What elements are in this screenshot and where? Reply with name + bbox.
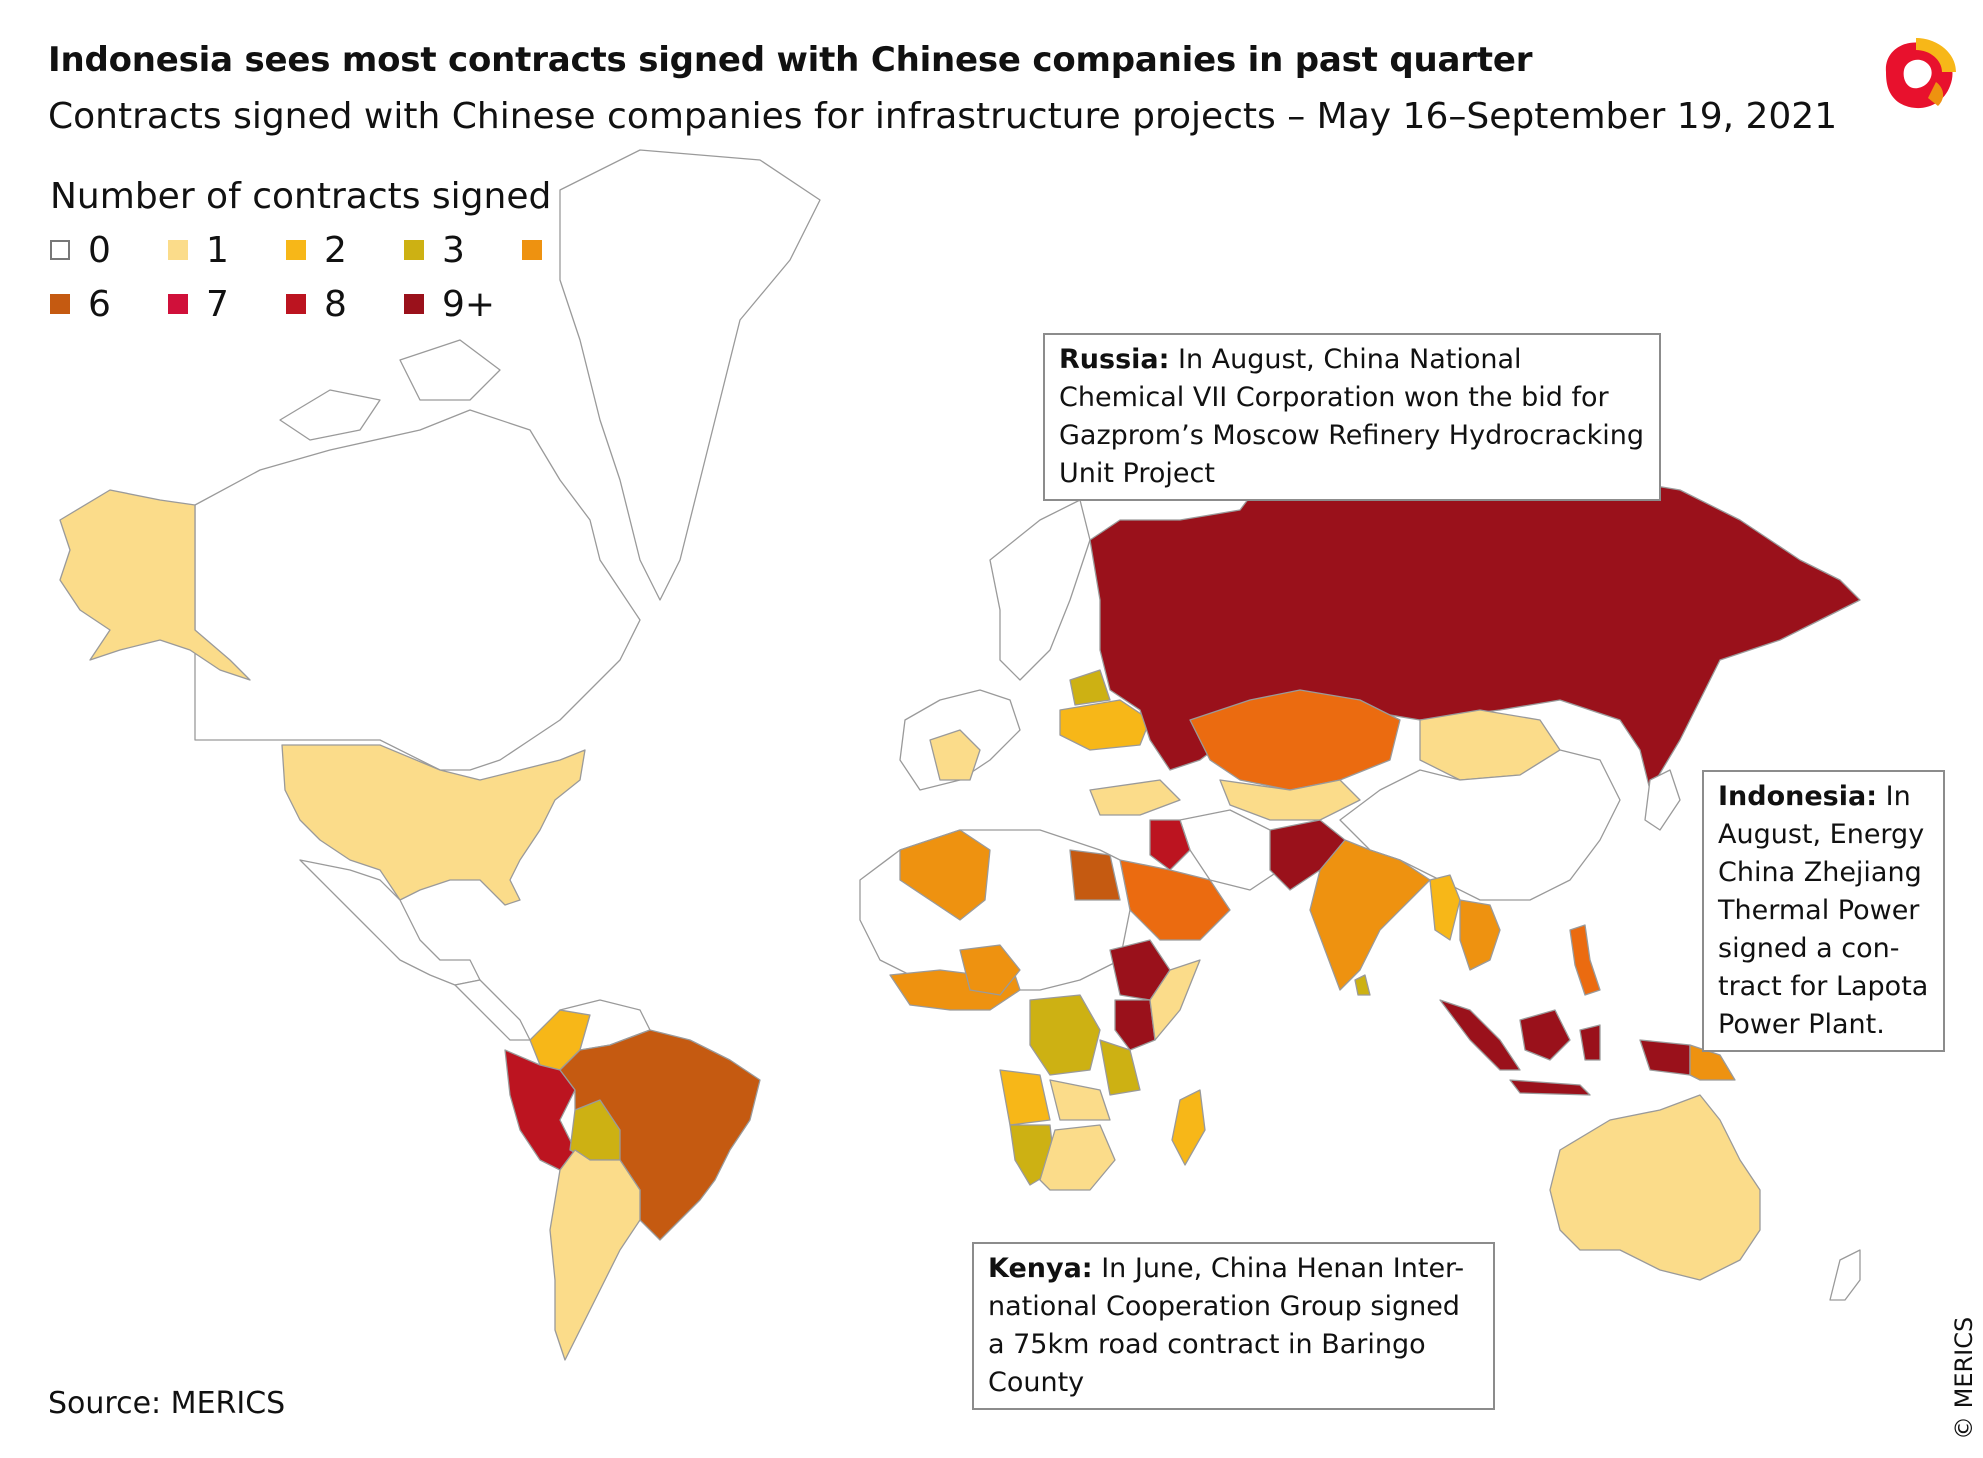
central-asia: [1219, 779, 1361, 821]
iraq: [1149, 819, 1191, 871]
papua-new-guinea: [1689, 1044, 1736, 1081]
callout-kenya-text: In June, China Henan Inter-national Coop…: [988, 1253, 1465, 1398]
legend-swatch: [404, 240, 424, 260]
legend-item: 6: [50, 282, 111, 326]
legend-label: 8: [324, 283, 347, 325]
callout-indonesia-label: Indonesia:: [1718, 781, 1878, 812]
indonesia-sumatra: [1439, 999, 1521, 1071]
new-zealand: [1829, 1249, 1861, 1301]
legend-item: 3: [404, 228, 465, 272]
legend-item: 8: [286, 282, 347, 326]
angola: [999, 1069, 1051, 1126]
legend-item: 7: [168, 282, 229, 326]
legend-swatch: [50, 294, 70, 314]
vietnam: [1459, 899, 1501, 971]
legend-swatch: [50, 240, 70, 260]
madagascar: [1171, 1089, 1206, 1166]
legend-label: 2: [324, 229, 347, 271]
legend-item: 2: [286, 228, 347, 272]
legend-swatch: [286, 294, 306, 314]
china: [1339, 749, 1621, 901]
south-africa: [1039, 1124, 1116, 1191]
somalia: [1149, 959, 1201, 1041]
canada: [194, 409, 641, 771]
nigeria: [959, 944, 1021, 996]
legend-label: 9+: [442, 283, 496, 325]
legend-swatch: [404, 294, 424, 314]
sri-lanka: [1354, 974, 1371, 996]
egypt: [1069, 849, 1121, 901]
callout-russia-label: Russia:: [1059, 344, 1170, 375]
united-states: [281, 744, 586, 906]
legend-label: 1: [206, 229, 229, 271]
alaska: [59, 489, 251, 681]
merics-logo-icon: [1885, 38, 1956, 109]
indonesia-borneo: [1519, 1009, 1571, 1061]
indonesia-sulawesi: [1579, 1024, 1601, 1061]
callout-russia-text: In August, China National Chemical VII C…: [1059, 344, 1644, 489]
arctic-island: [279, 389, 381, 441]
arctic-island: [399, 339, 501, 401]
ukraine: [1059, 699, 1151, 751]
saudi-arabia: [1119, 859, 1231, 941]
zambia: [1049, 1079, 1111, 1121]
legend-item: 1: [168, 228, 229, 272]
chart-title: Indonesia sees most contracts signed wit…: [48, 40, 1533, 80]
algeria: [899, 829, 991, 921]
india: [1309, 839, 1431, 991]
greenland: [559, 149, 821, 601]
philippines: [1569, 924, 1601, 996]
belarus: [1069, 669, 1111, 706]
legend-label: 0: [88, 229, 111, 271]
turkey: [1089, 779, 1181, 816]
legend-title: Number of contracts signed: [50, 176, 552, 217]
legend-swatch: [168, 294, 188, 314]
central-america: [454, 979, 531, 1041]
callout-russia: Russia: In August, China National Chemic…: [1043, 333, 1661, 501]
copyright: © MERICS: [1950, 1316, 1978, 1440]
japan: [1644, 769, 1681, 831]
legend-swatch: [168, 240, 188, 260]
indonesia-java: [1509, 1079, 1591, 1096]
callout-kenya-label: Kenya:: [988, 1253, 1093, 1284]
legend-item: 0: [50, 228, 111, 272]
kenya: [1114, 999, 1156, 1051]
scandinavia: [989, 499, 1091, 681]
iran: [1179, 809, 1281, 891]
legend-swatch: [522, 240, 542, 260]
legend-label: 7: [206, 283, 229, 325]
legend-swatch: [286, 240, 306, 260]
france: [929, 729, 981, 781]
callout-indonesia-text: In August, Energy China Zhejiang Thermal…: [1718, 781, 1929, 1040]
callout-indonesia: Indonesia: In August, Energy China Zheji…: [1702, 770, 1945, 1052]
dr-congo: [1029, 994, 1101, 1076]
kazakhstan: [1189, 689, 1401, 791]
legend-label: 6: [88, 283, 111, 325]
chart-subtitle: Contracts signed with Chinese companies …: [48, 96, 1838, 137]
source-note: Source: MERICS: [48, 1386, 286, 1421]
legend-item: 9+: [404, 282, 495, 326]
tanzania: [1099, 1039, 1141, 1096]
myanmar: [1429, 874, 1461, 941]
indonesia-papua: [1639, 1039, 1691, 1076]
callout-kenya: Kenya: In June, China Henan Inter-nation…: [972, 1242, 1495, 1410]
argentina: [549, 1149, 641, 1361]
australia: [1549, 1094, 1761, 1281]
legend-label: 3: [442, 229, 465, 271]
